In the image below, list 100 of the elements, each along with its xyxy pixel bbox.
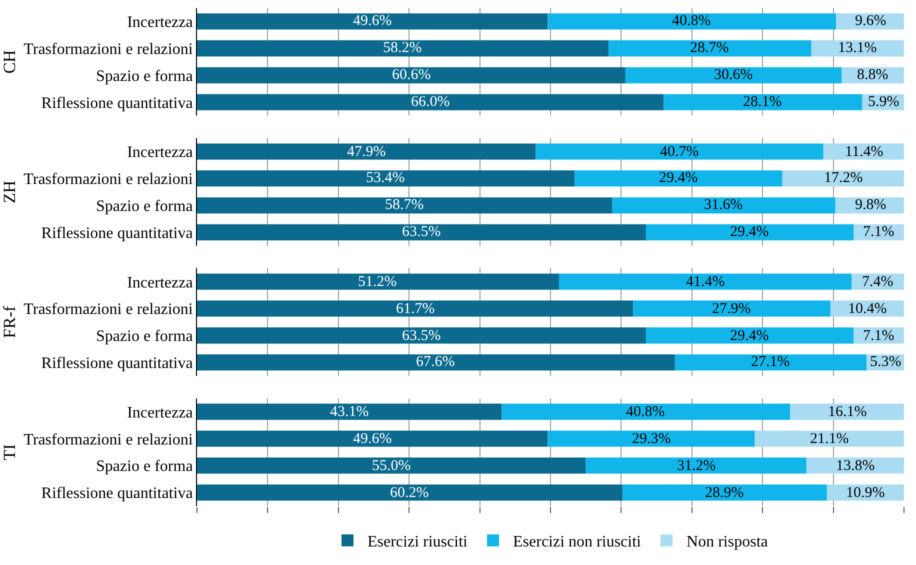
data-label: 40.8% <box>672 13 711 29</box>
bar <box>574 170 782 187</box>
bar <box>197 13 548 30</box>
data-label: 63.5% <box>402 224 441 240</box>
data-label: 51.2% <box>358 274 397 290</box>
legend-label: Esercizi non riusciti <box>513 534 642 551</box>
y-tick-label: Spazio e forma <box>96 198 193 216</box>
y-tick-label: Incertezza <box>127 144 193 162</box>
data-label: 17.2% <box>824 170 863 186</box>
y-tick-label: Riflessione quantitativa <box>41 355 193 372</box>
data-label: 60.6% <box>392 67 431 83</box>
y-axis-title: TI <box>0 444 19 460</box>
data-label: 40.8% <box>626 404 665 420</box>
y-tick-label: Trasformazioni e relazioni <box>24 301 194 318</box>
data-label: 29.4% <box>730 224 769 240</box>
data-label: 10.9% <box>846 485 885 501</box>
data-label: 61.7% <box>396 301 435 317</box>
data-label: 41.4% <box>686 274 725 290</box>
legend-label: Esercizi riusciti <box>368 534 468 551</box>
data-label: 58.7% <box>385 197 424 213</box>
bar <box>646 224 854 240</box>
data-label: 7.1% <box>863 328 894 344</box>
bar <box>608 40 812 56</box>
data-label: 9.6% <box>855 13 886 29</box>
bar <box>558 274 852 290</box>
y-tick-label: Incertezza <box>127 274 193 292</box>
bar <box>197 430 548 447</box>
data-label: 13.8% <box>836 458 875 474</box>
y-axis-title: ZH <box>0 180 19 204</box>
data-label: 7.4% <box>862 274 894 290</box>
data-label: 5.3% <box>870 354 902 370</box>
data-label: 31.2% <box>677 458 716 474</box>
bar <box>782 170 904 187</box>
bar <box>197 484 623 501</box>
data-label: 29.3% <box>632 431 671 447</box>
data-label: 27.9% <box>712 301 751 317</box>
data-label: 31.6% <box>704 197 743 213</box>
data-label: 67.6% <box>416 354 455 370</box>
data-label: 55.0% <box>372 458 411 474</box>
data-label: 9.8% <box>855 197 886 213</box>
bar <box>197 170 575 187</box>
data-label: 28.7% <box>690 40 729 56</box>
y-axis-title: FR-f <box>0 306 19 338</box>
data-label: 28.9% <box>705 485 744 501</box>
data-label: 21.1% <box>810 431 849 447</box>
bar <box>197 40 608 56</box>
bar <box>625 67 842 84</box>
bar <box>548 430 755 447</box>
data-label: 29.4% <box>730 328 769 344</box>
bar <box>502 404 790 420</box>
data-label: 47.9% <box>347 144 386 160</box>
data-label: 28.1% <box>743 94 782 110</box>
bar <box>754 430 904 447</box>
y-tick-label: Riflessione quantitativa <box>41 94 193 112</box>
bar <box>622 484 827 501</box>
data-label: 58.2% <box>383 40 422 56</box>
bar <box>586 458 806 474</box>
y-tick-label: Trasformazioni e relazioni <box>24 431 194 448</box>
data-label: 29.4% <box>659 170 698 186</box>
data-label: 40.7% <box>660 144 699 160</box>
bar <box>197 197 612 214</box>
bar <box>197 458 586 474</box>
data-label: 7.1% <box>863 224 894 240</box>
data-label: 16.1% <box>828 404 867 420</box>
bar <box>197 300 634 317</box>
data-label: 66.0% <box>411 94 450 110</box>
bar <box>197 274 559 290</box>
legend-label: Non risposta <box>686 534 768 551</box>
bar <box>664 94 862 110</box>
bar <box>197 224 646 240</box>
bar <box>197 94 664 110</box>
y-tick-label: Incertezza <box>127 14 193 32</box>
bar <box>197 143 536 160</box>
data-label: 49.6% <box>353 431 392 447</box>
bar <box>633 300 830 317</box>
data-label: 13.1% <box>838 40 877 56</box>
data-label: 49.6% <box>353 13 392 29</box>
bar <box>197 67 626 84</box>
bar <box>548 13 836 30</box>
y-tick-label: Riflessione quantitativa <box>41 224 193 242</box>
y-tick-label: Spazio e forma <box>96 458 193 476</box>
y-tick-label: Incertezza <box>127 404 193 422</box>
y-tick-label: Trasformazioni e relazioni <box>24 171 194 188</box>
bar <box>536 143 824 160</box>
bar <box>811 40 904 56</box>
data-label: 60.2% <box>390 485 429 501</box>
y-tick-label: Spazio e forma <box>96 68 193 85</box>
data-label: 63.5% <box>402 328 441 344</box>
data-label: 8.8% <box>857 67 888 83</box>
bar <box>197 354 675 371</box>
bar <box>197 404 502 420</box>
y-tick-label: Trasformazioni e relazioni <box>24 40 194 58</box>
bar <box>646 327 854 344</box>
bar <box>612 197 836 214</box>
y-axis-title: CH <box>0 50 19 74</box>
data-label: 30.6% <box>714 67 753 83</box>
data-label: 27.1% <box>751 354 790 370</box>
data-label: 11.4% <box>845 144 884 160</box>
data-label: 10.4% <box>848 301 887 317</box>
data-label: 53.4% <box>366 170 405 186</box>
